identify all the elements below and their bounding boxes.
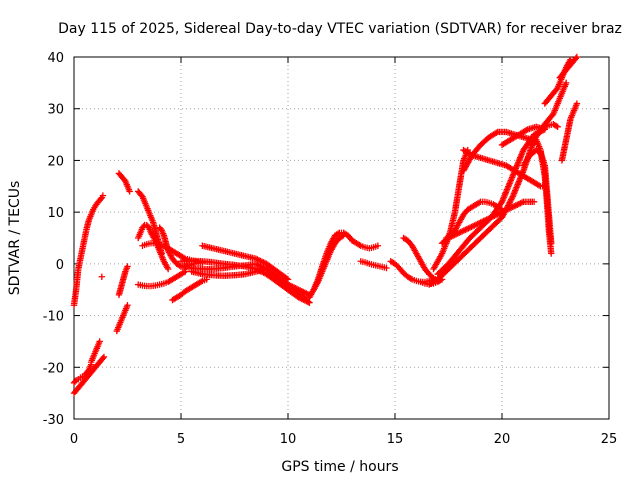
- series-37: [541, 79, 570, 128]
- data-point: [573, 100, 581, 107]
- x-tick-label: 25: [601, 432, 618, 447]
- series-33: [498, 123, 548, 149]
- data-point: [475, 199, 483, 206]
- data-points: [70, 53, 581, 397]
- data-point: [100, 353, 108, 361]
- y-tick-label: 20: [47, 154, 64, 169]
- series-8: [135, 268, 189, 290]
- x-tick-label: 5: [177, 432, 185, 447]
- series-6: [115, 263, 131, 299]
- series-30: [460, 128, 536, 174]
- data-point: [97, 195, 104, 203]
- data-point: [197, 278, 205, 285]
- data-point: [305, 298, 312, 305]
- y-tick-label: 30: [47, 103, 64, 118]
- data-point: [99, 192, 107, 199]
- series-22: [357, 258, 390, 272]
- y-tick-label: 40: [47, 51, 64, 66]
- x-tick-label: 0: [70, 432, 78, 447]
- axis-ticks: 0 5 10 15 20 25 -30 -20 -10 0 10 20 30 40: [43, 51, 618, 447]
- data-point: [96, 338, 103, 345]
- x-tick-label: 15: [387, 432, 404, 447]
- data-point: [535, 182, 543, 189]
- data-point: [340, 232, 347, 239]
- series-35: [528, 136, 555, 257]
- data-point: [428, 273, 436, 281]
- series-10: [135, 221, 172, 273]
- chart-title: Day 115 of 2025, Sidereal Day-to-day VTE…: [58, 21, 622, 37]
- data-point: [334, 230, 342, 237]
- data-point: [383, 264, 390, 272]
- data-point: [203, 276, 210, 283]
- data-point: [540, 124, 547, 132]
- data-point: [572, 55, 580, 62]
- series-36: [528, 121, 561, 143]
- data-point: [126, 188, 133, 195]
- y-axis-label: SDTVAR / TECUs: [7, 181, 23, 296]
- data-point: [124, 263, 131, 270]
- series-21: [349, 237, 382, 252]
- data-point: [356, 241, 363, 249]
- data-point: [548, 250, 555, 257]
- series-32: [434, 126, 548, 278]
- data-point: [283, 275, 290, 282]
- data-point: [374, 242, 382, 249]
- y-tick-label: -10: [43, 310, 64, 325]
- data-point: [124, 302, 131, 309]
- series-5: [113, 302, 131, 335]
- series-38: [558, 100, 581, 164]
- data-point: [508, 194, 516, 202]
- data-point: [573, 53, 581, 61]
- y-tick-label: 10: [47, 206, 64, 221]
- x-tick-label: 20: [494, 432, 511, 447]
- series-40: [556, 53, 581, 81]
- data-point: [553, 122, 560, 130]
- series-16: [199, 242, 292, 283]
- data-point: [407, 275, 414, 282]
- data-point: [164, 265, 172, 273]
- series-24: [400, 234, 441, 284]
- series-13: [169, 276, 210, 304]
- data-point: [180, 269, 188, 276]
- series-20: [310, 232, 347, 293]
- data-point: [554, 123, 561, 131]
- data-point: [523, 127, 530, 134]
- plot-frame: [73, 56, 610, 420]
- series-0: [70, 192, 107, 309]
- series-3: [87, 338, 103, 366]
- x-axis-label: GPS time / hours: [281, 459, 398, 475]
- data-point: [563, 79, 570, 87]
- y-tick-label: -30: [43, 413, 64, 428]
- data-point: [530, 198, 538, 205]
- series-2: [70, 361, 95, 386]
- series-9: [135, 188, 165, 257]
- grid: [74, 57, 609, 419]
- data-point: [493, 129, 500, 137]
- y-tick-label: 0: [56, 258, 64, 273]
- data-point: [176, 262, 183, 269]
- series-17: [188, 265, 270, 279]
- data-point: [99, 355, 107, 362]
- series-7: [115, 170, 133, 195]
- data-point: [71, 378, 79, 385]
- y-tick-label: -20: [43, 361, 64, 376]
- data-point: [98, 273, 106, 280]
- x-tick-label: 10: [280, 432, 297, 447]
- series-4: [98, 273, 106, 280]
- data-point: [339, 233, 346, 240]
